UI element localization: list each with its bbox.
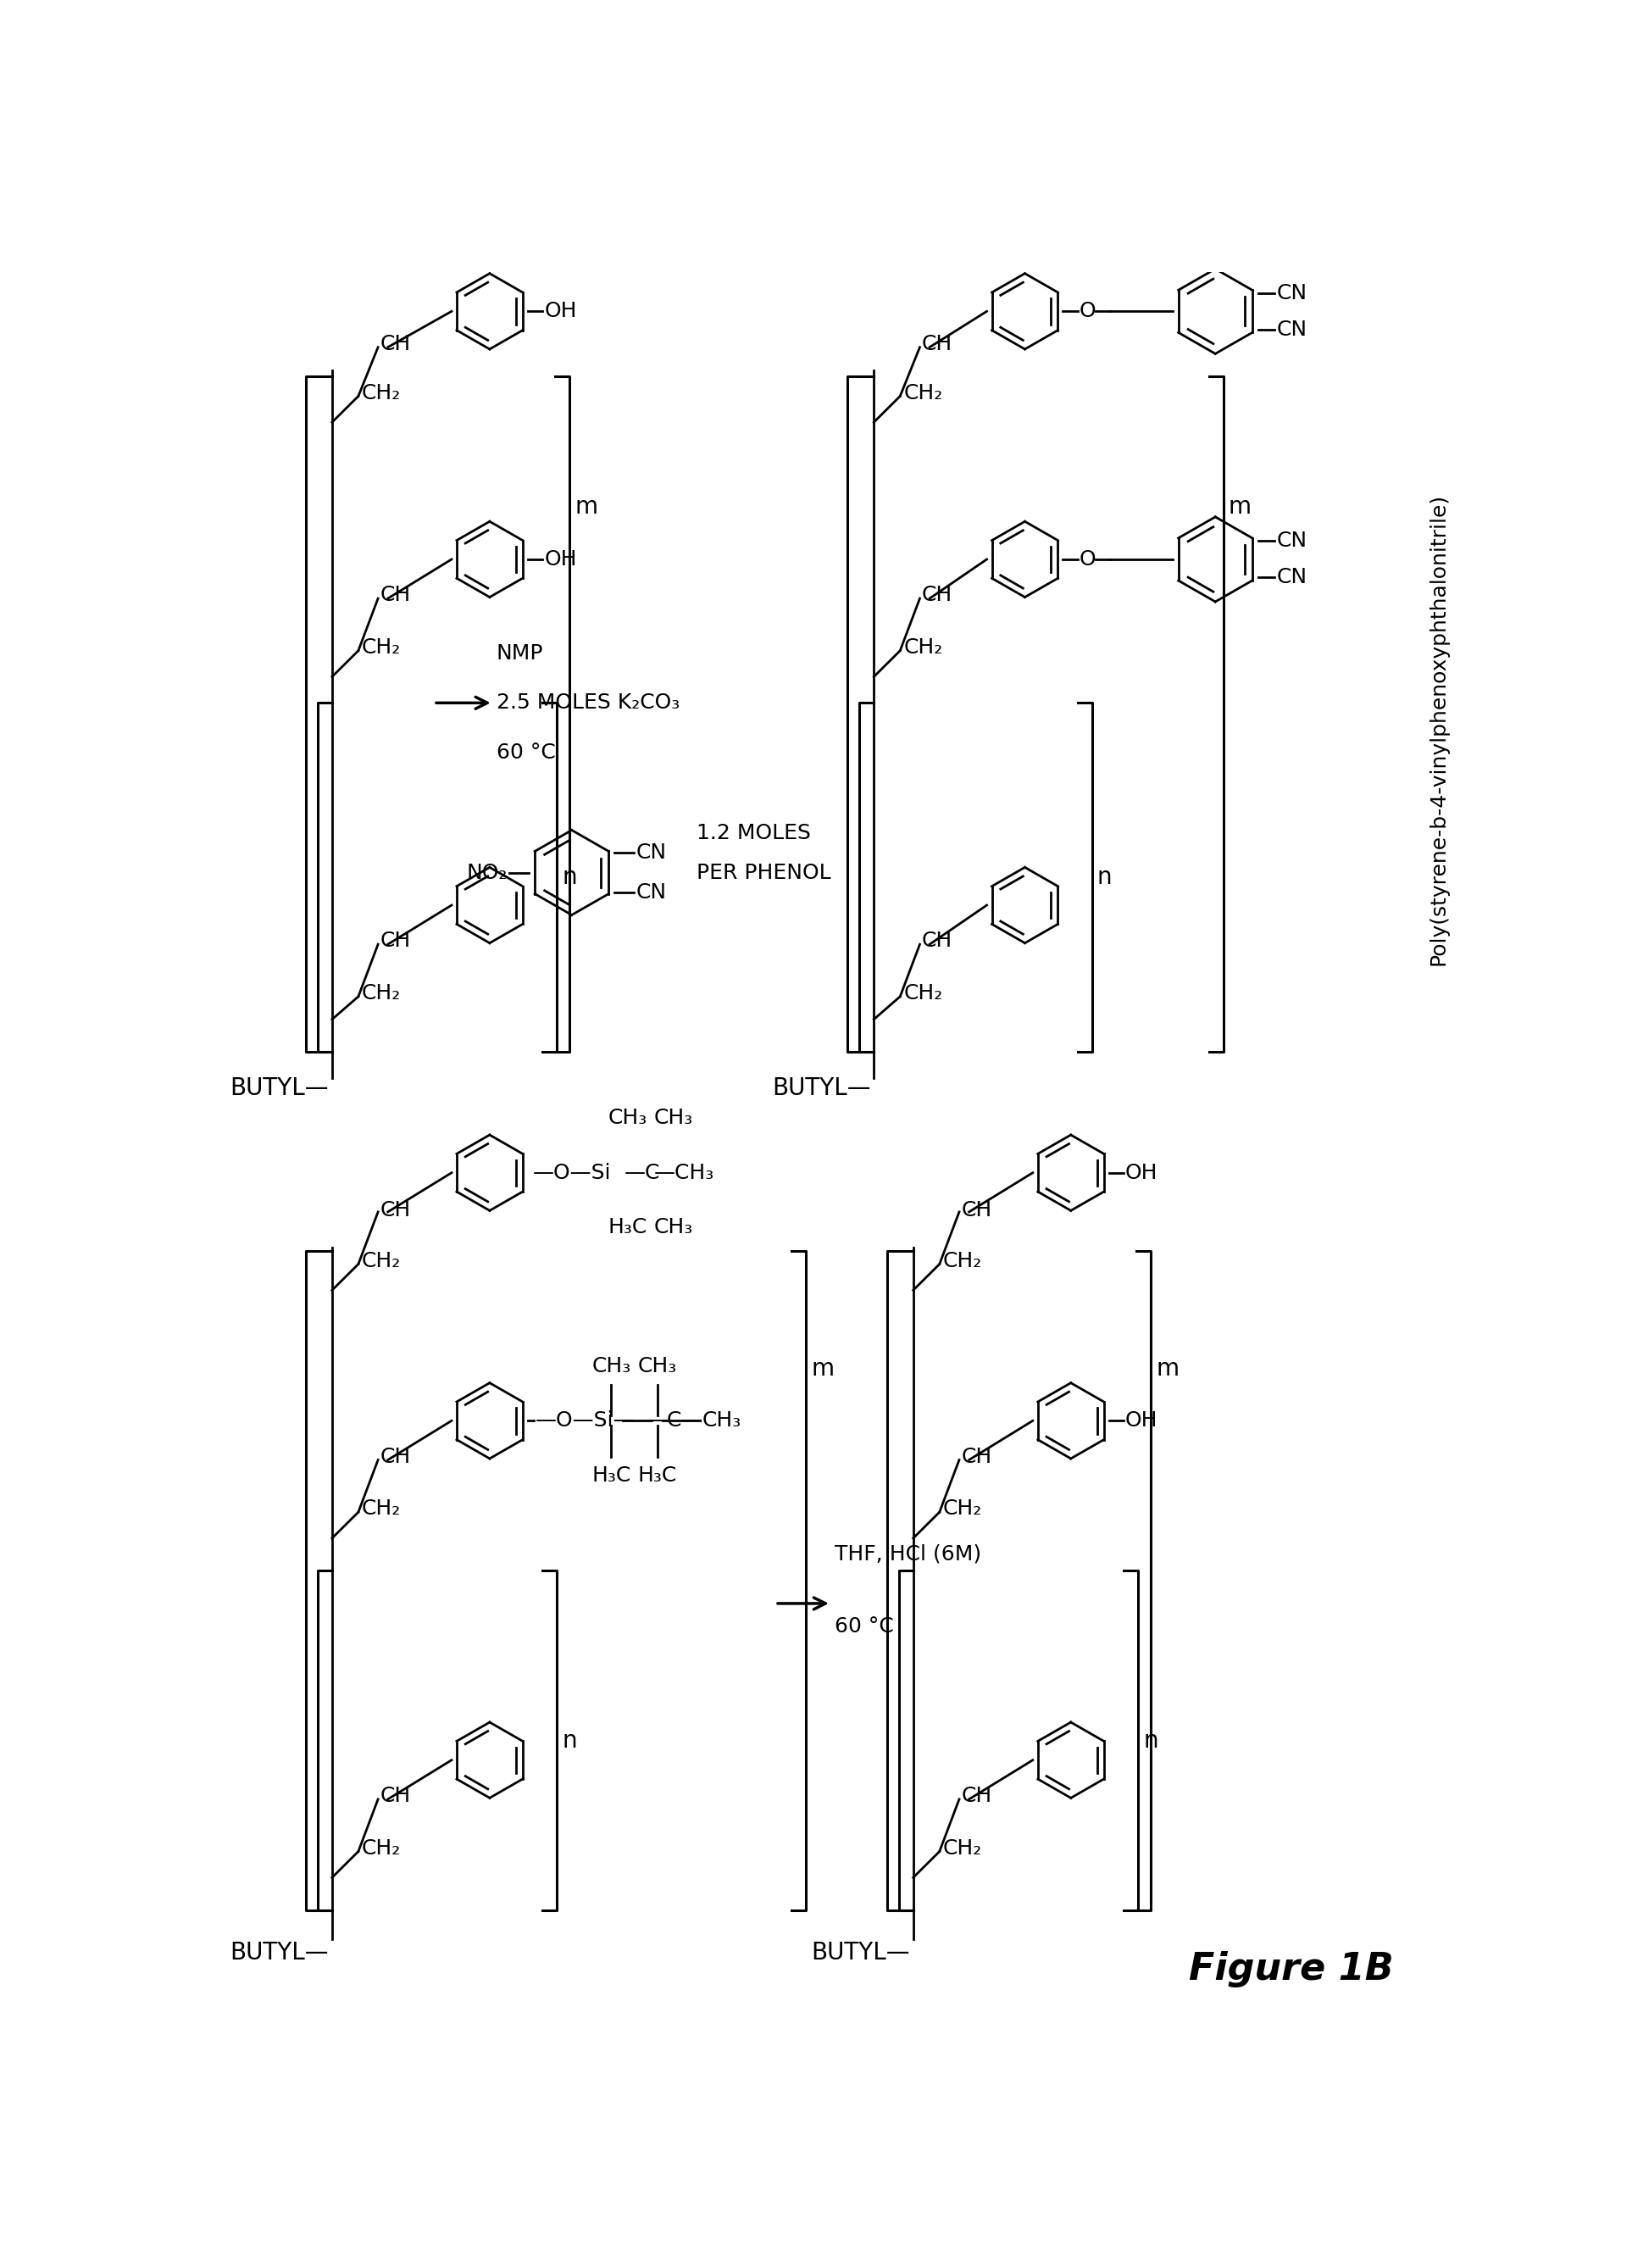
Text: OH: OH — [1126, 1411, 1159, 1431]
Text: 1.2 MOLES: 1.2 MOLES — [697, 823, 811, 844]
Text: m: m — [1155, 1356, 1180, 1381]
Text: m: m — [1229, 494, 1252, 519]
Text: BUTYL—: BUTYL— — [230, 1075, 328, 1100]
Text: CH: CH — [380, 1447, 411, 1467]
Text: CH₂: CH₂ — [362, 1837, 401, 1857]
Text: CH₃: CH₃ — [654, 1218, 694, 1238]
Text: CH₂: CH₂ — [362, 383, 401, 404]
Text: NMP: NMP — [496, 644, 543, 665]
Text: OH: OH — [543, 549, 576, 569]
Text: —C: —C — [625, 1163, 661, 1184]
Text: n: n — [1142, 1728, 1159, 1753]
Text: BUTYL—: BUTYL— — [811, 1941, 911, 1964]
Text: CN: CN — [636, 844, 667, 864]
Text: CN: CN — [1276, 531, 1307, 551]
Text: CH₂: CH₂ — [943, 1499, 982, 1520]
Text: Poly(styrene-b-4-vinylphenoxyphthalonitrile): Poly(styrene-b-4-vinylphenoxyphthalonitr… — [1428, 492, 1449, 966]
Text: OH: OH — [543, 302, 576, 322]
Text: —C—: —C— — [646, 1411, 703, 1431]
Text: CH₂: CH₂ — [362, 982, 401, 1002]
Text: CH: CH — [380, 1785, 411, 1805]
Text: —O—Si: —O—Si — [532, 1163, 610, 1184]
Text: CH₃: CH₃ — [702, 1411, 741, 1431]
Text: CH₂: CH₂ — [943, 1837, 982, 1857]
Text: NO₂: NO₂ — [467, 862, 508, 882]
Text: CN: CN — [1276, 284, 1307, 304]
Text: CH: CH — [380, 1200, 411, 1220]
Text: O: O — [1079, 549, 1097, 569]
Text: n: n — [561, 866, 576, 889]
Text: —CH₃: —CH₃ — [654, 1163, 715, 1184]
Text: CN: CN — [1276, 567, 1307, 587]
Text: CH₂: CH₂ — [904, 982, 943, 1002]
Text: 60 °C: 60 °C — [834, 1617, 894, 1637]
Text: CH: CH — [380, 585, 411, 606]
Text: BUTYL—: BUTYL— — [230, 1941, 328, 1964]
Text: n: n — [1097, 866, 1111, 889]
Text: CH₃: CH₃ — [654, 1109, 694, 1129]
Text: CH₃: CH₃ — [638, 1356, 677, 1377]
Text: CH: CH — [922, 930, 953, 950]
Text: CH: CH — [380, 930, 411, 950]
Text: CH₂: CH₂ — [943, 1250, 982, 1270]
Text: n: n — [561, 1728, 576, 1753]
Text: CH₂: CH₂ — [904, 637, 943, 658]
Text: CH: CH — [961, 1200, 992, 1220]
Text: CH: CH — [922, 585, 953, 606]
Text: H₃C: H₃C — [638, 1465, 677, 1486]
Text: H₃C: H₃C — [591, 1465, 630, 1486]
Text: H₃C: H₃C — [607, 1218, 646, 1238]
Text: CH: CH — [961, 1447, 992, 1467]
Text: PER PHENOL: PER PHENOL — [697, 862, 831, 882]
Text: CH₂: CH₂ — [362, 1250, 401, 1270]
Text: m: m — [811, 1356, 834, 1381]
Text: —O—Si—: —O—Si— — [535, 1411, 635, 1431]
Text: CH₃: CH₃ — [607, 1109, 646, 1129]
Text: Figure 1B: Figure 1B — [1190, 1950, 1394, 1987]
Text: CN: CN — [636, 882, 667, 903]
Text: CH: CH — [961, 1785, 992, 1805]
Text: 60 °C: 60 °C — [496, 742, 555, 762]
Text: CH₂: CH₂ — [362, 637, 401, 658]
Text: CN: CN — [1276, 320, 1307, 340]
Text: 2.5 MOLES K₂CO₃: 2.5 MOLES K₂CO₃ — [496, 692, 679, 712]
Text: CH: CH — [922, 333, 953, 354]
Text: CH₃: CH₃ — [591, 1356, 630, 1377]
Text: THF, HCl (6M): THF, HCl (6M) — [834, 1545, 981, 1565]
Text: m: m — [574, 494, 597, 519]
Text: CH₂: CH₂ — [362, 1499, 401, 1520]
Text: CH₂: CH₂ — [904, 383, 943, 404]
Text: O: O — [1079, 302, 1097, 322]
Text: CH: CH — [380, 333, 411, 354]
Text: OH: OH — [1126, 1163, 1159, 1184]
Text: BUTYL—: BUTYL— — [772, 1075, 870, 1100]
